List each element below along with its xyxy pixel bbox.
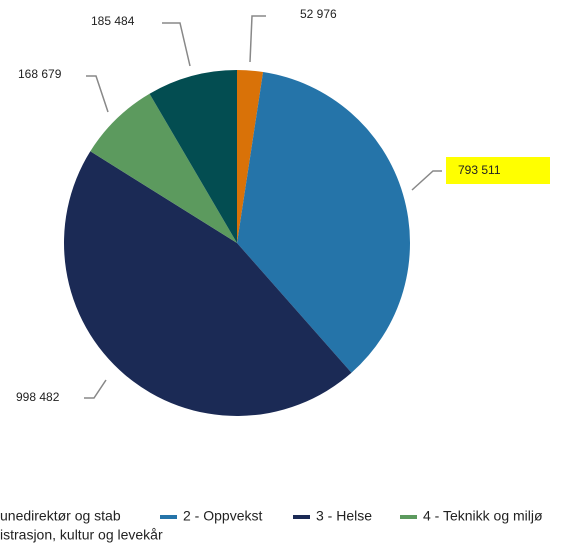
data-label: 185 484 <box>91 14 135 28</box>
legend-label: istrasjon, kultur og levekår <box>0 527 163 543</box>
legend-symbol <box>160 515 177 519</box>
data-label: 793 511 <box>458 163 501 177</box>
legend-label: 3 - Helse <box>316 508 372 524</box>
legend-label: 2 - Oppvekst <box>183 508 262 524</box>
leader-line <box>249 15 266 63</box>
legend-label: 4 - Teknikk og miljø <box>423 508 543 524</box>
pie-slice <box>237 70 264 243</box>
pie-slice <box>90 93 237 244</box>
leader-line <box>162 22 191 67</box>
leader-line <box>86 75 109 113</box>
leader-line <box>84 379 107 399</box>
pie-slice <box>63 151 352 417</box>
legend-symbol <box>293 515 310 519</box>
data-label: 998 482 <box>16 390 60 404</box>
highlight <box>446 157 550 184</box>
leader-line <box>411 170 442 191</box>
data-label: 52 976 <box>300 7 337 21</box>
legend-symbol <box>400 515 417 519</box>
pie-slice <box>237 71 411 373</box>
legend-label: unedirektør og stab <box>0 508 121 524</box>
pie-slice <box>149 70 237 243</box>
data-label: 168 679 <box>18 67 62 81</box>
